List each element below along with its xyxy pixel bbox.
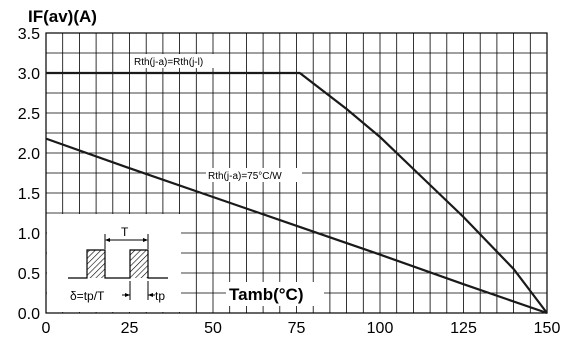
period-label: T: [121, 225, 129, 239]
series-group: [45, 71, 548, 315]
duty-cycle-inset: T tp δ=tp/T: [47, 214, 181, 312]
y-tick-label: 2.5: [18, 106, 40, 123]
series-line-1: [46, 71, 548, 314]
y-tick-labels: 0.0 0.5 1.0 1.5 2.0 2.5 3.0 3.5: [18, 26, 40, 323]
pulse-2-hatch: [130, 250, 148, 278]
duty-label: δ=tp/T: [70, 289, 105, 303]
y-tick-label: 3.0: [18, 66, 40, 83]
pulse-arrowhead-left: [125, 293, 130, 297]
x-tick-label: 100: [367, 320, 394, 337]
x-tick-label: 25: [121, 320, 139, 337]
y-tick-label: 0.0: [18, 306, 40, 323]
series-2-label: Rth(j-a)=75°C/W: [208, 171, 282, 182]
y-tick-label: 0.5: [18, 266, 40, 283]
y-tick-label: 2.0: [18, 146, 40, 163]
series-2-label-bg: [206, 168, 302, 182]
pulse-label: tp: [155, 289, 165, 303]
x-axis-title: Tamb(°C): [229, 285, 303, 304]
y-tick-label: 3.5: [18, 26, 40, 43]
x-tick-label: 75: [288, 320, 306, 337]
y-tick-label: 1.0: [18, 226, 40, 243]
series-1-label: Rth(j-a)=Rth(j-l): [134, 57, 203, 68]
x-axis-title-bg: [226, 282, 324, 306]
series-line-2: [45, 137, 548, 315]
period-arrowhead-left: [105, 238, 110, 242]
x-tick-label: 0: [42, 320, 51, 337]
x-tick-label: 125: [450, 320, 477, 337]
x-tick-label: 150: [534, 320, 561, 337]
pulse-1-hatch: [87, 250, 105, 278]
x-tick-labels: 0 25 50 75 100 125 150: [42, 320, 561, 337]
pulse-arrowhead-right: [148, 293, 153, 297]
x-tick-label: 50: [204, 320, 222, 337]
plot-frame: [45, 32, 548, 314]
period-arrowhead-right: [143, 238, 148, 242]
y-axis-title: IF(av)(A): [28, 7, 97, 26]
series-1-label-bg: [132, 54, 228, 68]
y-tick-label: 1.5: [18, 186, 40, 203]
inset-bg: [47, 214, 181, 312]
